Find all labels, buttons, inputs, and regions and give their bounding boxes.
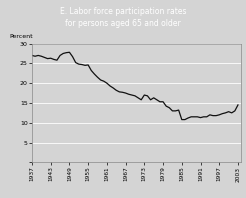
- Text: E. Labor force participation rates
for persons aged 65 and older: E. Labor force participation rates for p…: [60, 7, 186, 28]
- Text: Percent: Percent: [9, 34, 33, 39]
